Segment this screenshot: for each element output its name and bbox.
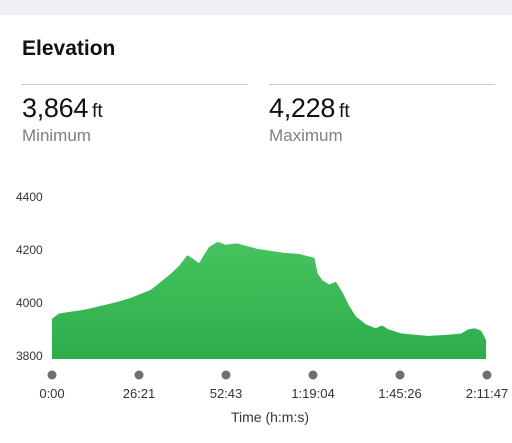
y-tick-label: 4000 (16, 296, 43, 310)
x-tick-label: 1:19:04 (291, 386, 334, 401)
x-tick-dot (221, 370, 231, 380)
maximum-value-line: 4,228 ft (269, 93, 495, 124)
maximum-label: Maximum (269, 126, 343, 145)
minimum-stat: 3,864 ft Minimum (22, 84, 248, 146)
x-tick-dot (134, 370, 144, 380)
x-tick-label: 0:00 (39, 386, 64, 401)
x-axis: 0:00 26:21 52:43 1:19:04 1:45:26 2:11:47 (39, 370, 508, 401)
minimum-unit: ft (92, 101, 103, 122)
minimum-label: Minimum (22, 126, 91, 145)
x-tick-dot (47, 370, 57, 380)
x-axis-label: Time (h:m:s) (231, 409, 309, 425)
x-tick-label: 52:43 (210, 386, 243, 401)
maximum-unit: ft (339, 101, 350, 122)
elevation-card: Elevation 3,864 ft Minimum 4,228 ft Maximu… (0, 15, 512, 443)
maximum-stat: 4,228 ft Maximum (269, 84, 495, 146)
x-tick-label: 2:11:47 (466, 386, 508, 401)
x-tick-label: 26:21 (123, 386, 156, 401)
section-title: Elevation (22, 37, 116, 60)
minimum-value-line: 3,864 ft (22, 93, 248, 124)
y-axis: 4400 4200 4000 3800 (16, 190, 43, 363)
elevation-chart: 4400 4200 4000 3800 0:00 26:21 52:43 1:19:04 1:… (16, 190, 508, 425)
x-tick-dot (395, 370, 405, 380)
minimum-value: 3,864 (22, 93, 89, 123)
x-tick-dot (482, 370, 492, 380)
x-tick-dot (308, 370, 318, 380)
elevation-area (52, 242, 487, 359)
y-tick-label: 4400 (16, 190, 43, 204)
maximum-value: 4,228 (269, 93, 336, 123)
x-tick-label: 1:45:26 (378, 386, 421, 401)
y-tick-label: 4200 (16, 243, 43, 257)
status-strip (0, 0, 512, 15)
y-tick-label: 3800 (16, 349, 43, 363)
